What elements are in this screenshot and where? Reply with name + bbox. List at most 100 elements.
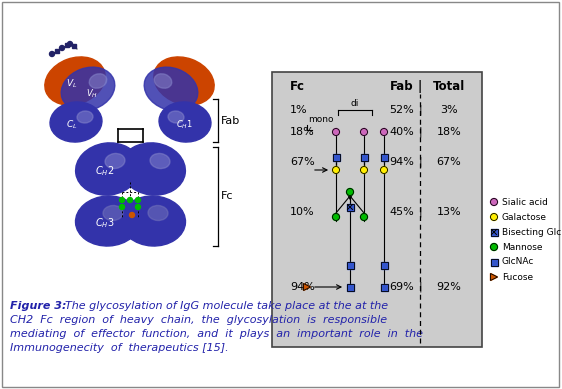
Circle shape [129,212,134,217]
Text: Galactose: Galactose [502,212,547,221]
Polygon shape [303,284,310,291]
Ellipse shape [154,74,172,88]
Ellipse shape [75,196,140,246]
Ellipse shape [154,57,214,105]
Ellipse shape [50,102,102,142]
Text: Fucose: Fucose [502,273,533,282]
Circle shape [120,198,125,203]
Text: $C_H1$: $C_H1$ [176,119,193,131]
Text: Sialic acid: Sialic acid [502,198,548,207]
Text: 45%: 45% [389,207,414,217]
Circle shape [347,189,353,196]
Ellipse shape [103,205,123,221]
Text: Total: Total [433,79,465,93]
Ellipse shape [45,57,105,105]
Circle shape [67,42,72,47]
Circle shape [333,214,339,221]
Text: 13%: 13% [437,207,461,217]
Polygon shape [491,273,497,280]
Text: 40%: 40% [389,127,414,137]
Bar [347,261,353,268]
Text: Immunogenecity  of  therapeutics [15].: Immunogenecity of therapeutics [15]. [10,343,229,353]
Circle shape [120,205,125,210]
Text: $C_H3$: $C_H3$ [95,216,115,230]
Text: Fc: Fc [221,191,233,201]
Circle shape [380,128,388,135]
Text: 10%: 10% [290,207,315,217]
Text: 1%: 1% [290,105,307,115]
Ellipse shape [168,111,184,123]
Text: GlcNAc: GlcNAc [502,258,534,266]
Text: mediating  of  effector  function,  and  it  plays  an  important  role  in  the: mediating of effector function, and it p… [10,329,423,339]
Circle shape [360,214,368,221]
Bar [360,154,368,161]
Circle shape [360,166,368,173]
Text: 69%: 69% [389,282,414,292]
Bar [491,259,497,266]
Text: 67%: 67% [290,157,315,167]
Ellipse shape [159,102,211,142]
Bar [347,284,353,291]
Circle shape [135,205,140,210]
Ellipse shape [120,196,185,246]
Bar [65,43,69,47]
Text: 94%: 94% [389,157,414,167]
Bar [360,154,368,161]
Circle shape [360,128,368,135]
Circle shape [380,166,388,173]
Text: |: | [418,105,422,115]
Bar [491,228,497,235]
Bar [118,129,143,142]
Bar [380,154,388,161]
Text: |: | [418,157,422,167]
Bar [347,203,353,210]
Bar [72,44,76,48]
Bar [272,72,482,347]
Text: |: | [418,79,422,93]
Ellipse shape [150,153,170,168]
Text: |: | [418,127,422,137]
Circle shape [49,51,55,56]
Ellipse shape [77,111,93,123]
Bar [347,261,353,268]
Text: Fab: Fab [390,79,414,93]
Ellipse shape [148,205,168,221]
Circle shape [333,128,339,135]
Ellipse shape [105,153,125,168]
Bar [380,284,388,291]
Text: 67%: 67% [437,157,461,167]
Circle shape [491,244,497,251]
Text: Mannose: Mannose [502,242,542,252]
Bar [333,154,339,161]
Bar [380,284,388,291]
Text: $C_H2$: $C_H2$ [96,164,115,178]
Circle shape [491,214,497,221]
Text: |: | [418,282,422,292]
Ellipse shape [61,67,115,111]
Text: $V_L$: $V_L$ [66,78,78,90]
Text: 92%: 92% [437,282,461,292]
Text: 94%: 94% [290,282,315,292]
Text: 3%: 3% [440,105,458,115]
Text: The glycosylation of IgG molecule take place at the at the: The glycosylation of IgG molecule take p… [65,301,388,311]
Circle shape [135,198,140,203]
Text: 52%: 52% [389,105,414,115]
Text: |: | [418,207,422,217]
Bar [380,261,388,268]
Circle shape [491,198,497,205]
Ellipse shape [89,74,107,88]
Text: 18%: 18% [437,127,461,137]
Text: Fab: Fab [221,116,240,126]
Bar [347,284,353,291]
Bar [333,154,339,161]
Text: $C_L$: $C_L$ [66,119,78,131]
Circle shape [128,198,133,203]
Text: mono: mono [308,115,333,124]
Text: 18%: 18% [290,127,315,137]
Ellipse shape [121,143,185,195]
Bar [380,261,388,268]
Ellipse shape [144,67,198,111]
Ellipse shape [76,143,140,195]
Bar [347,203,353,210]
Bar [380,154,388,161]
